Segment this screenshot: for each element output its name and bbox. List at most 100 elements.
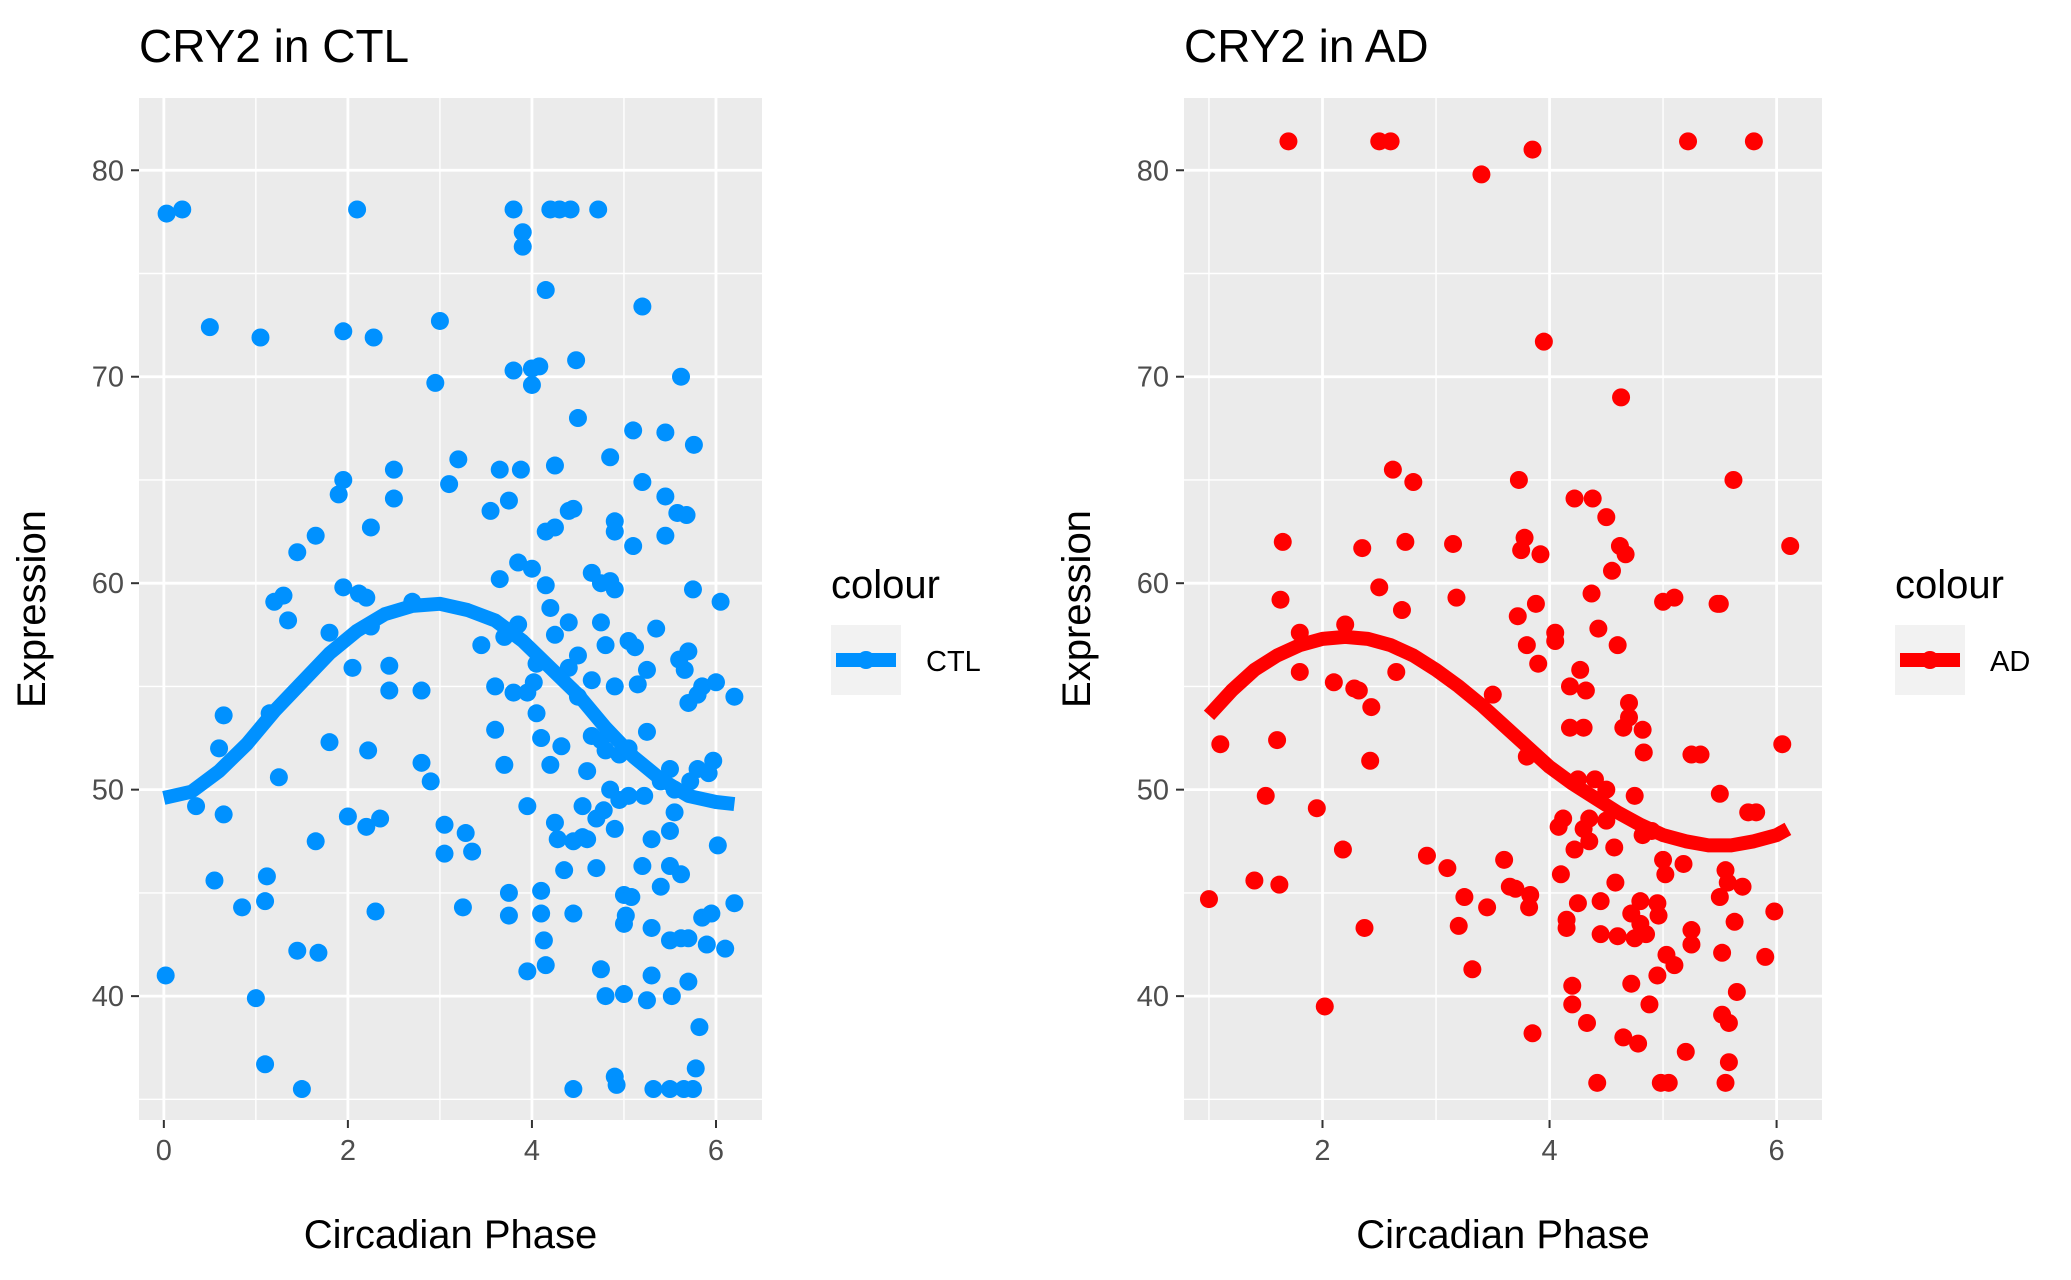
data-point — [1531, 545, 1550, 564]
data-point — [545, 813, 564, 832]
data-point — [605, 819, 624, 838]
data-point — [683, 580, 702, 599]
legend: colour CTL — [831, 563, 981, 695]
data-point — [578, 762, 597, 781]
data-point — [1551, 865, 1570, 884]
data-point — [1546, 632, 1565, 651]
data-point — [594, 801, 613, 820]
data-point — [702, 904, 721, 923]
data-point — [548, 830, 567, 849]
data-point — [486, 720, 505, 739]
data-point — [605, 677, 624, 696]
chart-title: CRY2 in CTL — [139, 20, 409, 72]
data-point — [633, 473, 652, 492]
data-point — [587, 859, 606, 878]
data-point — [624, 421, 643, 440]
data-point — [481, 501, 500, 520]
data-point — [1560, 718, 1579, 737]
data-point — [561, 200, 580, 219]
grid-lines — [1184, 98, 1822, 1120]
data-point — [1529, 654, 1548, 673]
data-point — [1438, 859, 1457, 878]
data-point — [256, 892, 275, 911]
data-point — [1665, 588, 1684, 607]
y-tick-label: 50 — [92, 775, 124, 807]
x-tick-label: 4 — [524, 1135, 540, 1167]
data-point — [361, 518, 380, 537]
data-point — [499, 883, 518, 902]
data-point — [256, 1055, 275, 1074]
data-point — [1724, 470, 1743, 489]
data-point — [532, 729, 551, 748]
data-point — [1591, 892, 1610, 911]
data-point — [675, 660, 694, 679]
axis-ticks: 0 2 4 6 40 50 60 70 80 — [92, 155, 724, 1167]
data-point — [1256, 786, 1275, 805]
data-point — [1605, 838, 1624, 857]
data-point — [343, 658, 362, 677]
data-point — [1710, 888, 1729, 907]
data-point — [596, 636, 615, 655]
x-axis-title: Circadian Phase — [304, 1213, 598, 1257]
data-point — [426, 373, 445, 392]
data-point — [380, 681, 399, 700]
data-point — [530, 357, 549, 376]
x-tick-label: 2 — [1314, 1135, 1330, 1167]
chart-title: CRY2 in AD — [1184, 20, 1429, 72]
data-point — [642, 918, 661, 937]
legend-label: AD — [1990, 646, 2030, 678]
x-axis-title: Circadian Phase — [1356, 1213, 1650, 1257]
data-point — [1560, 677, 1579, 696]
data-point — [329, 485, 348, 504]
data-point — [1588, 1073, 1607, 1092]
data-point — [246, 989, 265, 1008]
data-point — [251, 328, 270, 347]
data-point — [1620, 708, 1639, 727]
data-point — [1478, 898, 1497, 917]
data-point — [1713, 943, 1732, 962]
data-point — [582, 671, 601, 690]
data-point — [1336, 615, 1355, 634]
data-point — [644, 1080, 663, 1099]
data-point — [1417, 846, 1436, 865]
data-point — [1614, 1028, 1633, 1047]
data-point — [524, 673, 543, 692]
data-point — [1633, 720, 1652, 739]
data-point — [472, 636, 491, 655]
data-point — [279, 611, 298, 630]
data-point — [380, 656, 399, 675]
data-point — [527, 704, 546, 723]
data-point — [1747, 803, 1766, 822]
data-point — [1509, 470, 1528, 489]
data-point — [1279, 132, 1298, 151]
data-point — [564, 1080, 583, 1099]
data-point — [156, 966, 175, 985]
data-point — [688, 760, 707, 779]
data-point — [555, 861, 574, 880]
data-point — [545, 625, 564, 644]
data-point — [1495, 850, 1514, 869]
data-point — [1315, 997, 1334, 1016]
data-point — [366, 902, 385, 921]
data-point — [513, 237, 532, 256]
y-axis-title: Expression — [10, 510, 54, 708]
data-point — [1349, 681, 1368, 700]
data-point — [1597, 508, 1616, 527]
data-point — [1381, 132, 1400, 151]
data-point — [1271, 590, 1290, 609]
data-point — [635, 786, 654, 805]
data-point — [1290, 662, 1309, 681]
y-tick-label: 60 — [1137, 568, 1169, 600]
data-point — [1333, 840, 1352, 859]
data-point — [1583, 489, 1602, 508]
data-point — [573, 797, 592, 816]
data-point — [1523, 1024, 1542, 1043]
data-point — [633, 297, 652, 316]
data-point — [1654, 850, 1673, 869]
data-point — [568, 409, 587, 428]
data-point — [214, 706, 233, 725]
data-point — [499, 906, 518, 925]
data-point — [1679, 132, 1698, 151]
data-point — [1574, 718, 1593, 737]
data-point — [456, 824, 475, 843]
